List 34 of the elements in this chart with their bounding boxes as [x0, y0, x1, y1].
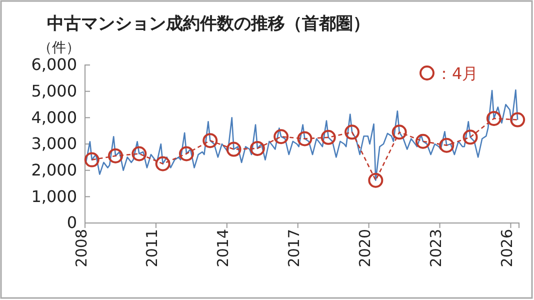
point [415, 134, 430, 149]
x-tick-label: 2026 [498, 229, 516, 268]
point [439, 138, 454, 153]
point [320, 130, 336, 145]
y-tick-label: 3,000 [31, 134, 77, 154]
point [202, 133, 218, 148]
y-tick-label: 2,000 [31, 160, 77, 180]
point [155, 156, 170, 172]
y-tick-label: 1,000 [31, 186, 77, 206]
point [132, 146, 147, 162]
x-tick-label: 2011 [143, 229, 162, 268]
y-tick-label: 5,000 [31, 81, 77, 100]
legend-label: ：4月 [436, 64, 478, 83]
chart-title: 中古マンション成約件数の推移（首都圏） [47, 14, 370, 34]
point [510, 112, 526, 128]
point [392, 124, 407, 140]
point [84, 152, 100, 168]
point [226, 142, 242, 157]
y-axis-title: （件） [38, 40, 80, 56]
point [297, 131, 312, 146]
point [274, 129, 289, 144]
point [344, 124, 360, 140]
point [250, 140, 265, 156]
point [108, 148, 124, 164]
x-tick-label: 2023 [427, 229, 446, 268]
point [462, 130, 478, 145]
y-tick-label: 4,000 [31, 108, 77, 127]
x-tick-label: 2017 [285, 229, 304, 268]
x-tick-label: 2014 [214, 229, 232, 268]
x-tick-label: 2020 [356, 229, 374, 268]
point [486, 110, 502, 126]
y-tick-label: 6,000 [31, 55, 77, 74]
point [178, 146, 194, 162]
point [368, 172, 384, 188]
